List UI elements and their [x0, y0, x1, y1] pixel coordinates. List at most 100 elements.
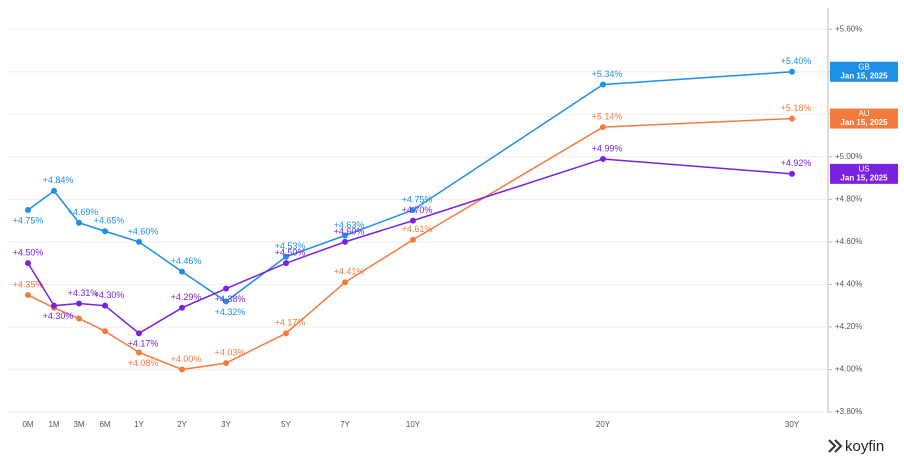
point	[789, 115, 795, 122]
end-tag-name: US	[858, 164, 869, 173]
point	[223, 360, 229, 367]
line	[27, 158, 793, 335]
end-tag-name: AU	[858, 109, 869, 118]
line	[27, 117, 793, 371]
data-label: +4.69%	[68, 207, 99, 217]
point	[51, 302, 57, 309]
data-label: +4.17%	[128, 339, 159, 349]
end-tag-date: Jan 15, 2025	[840, 71, 888, 80]
data-label: +4.17%	[275, 318, 306, 328]
point	[600, 81, 606, 88]
y-tick-label: +5.60%	[835, 24, 862, 33]
x-tick-label: 2Y	[177, 420, 187, 429]
x-tick-label: 5Y	[281, 420, 291, 429]
data-label: +4.31%	[68, 288, 99, 298]
point	[102, 328, 108, 335]
data-label: +5.14%	[592, 111, 623, 121]
data-label: +4.35%	[13, 279, 44, 289]
x-tick-label: 30Y	[785, 420, 800, 429]
point	[789, 68, 795, 75]
point	[283, 330, 289, 337]
data-label: +4.84%	[43, 175, 74, 185]
data-label: +4.70%	[402, 205, 433, 215]
data-label: +4.61%	[402, 224, 433, 234]
x-tick-label: 3Y	[221, 420, 231, 429]
data-label: +4.29%	[171, 292, 202, 302]
data-label: +4.03%	[215, 347, 246, 357]
point	[136, 330, 142, 337]
data-label: +5.34%	[592, 69, 623, 79]
x-tick-label: 3M	[73, 420, 84, 429]
point	[25, 207, 31, 213]
data-label: +4.08%	[128, 358, 159, 368]
logo-icon	[828, 439, 843, 453]
y-tick-label: +3.80%	[835, 407, 862, 416]
data-label: +5.18%	[781, 103, 812, 113]
logo-text: koyfin	[845, 438, 884, 455]
point	[179, 268, 185, 275]
point	[410, 217, 416, 224]
point	[342, 232, 348, 239]
point	[25, 260, 31, 267]
y-tick-label: +4.60%	[835, 237, 862, 246]
point	[51, 187, 57, 194]
point	[136, 349, 142, 356]
point	[342, 238, 348, 245]
point	[410, 207, 416, 213]
data-label: +4.92%	[781, 158, 812, 168]
series: +4.50%+4.30%+4.31%+4.30%+4.17%+4.29% +4.3…	[13, 143, 898, 349]
data-label: +4.65%	[94, 216, 125, 226]
point	[410, 236, 416, 243]
data-label: +4.32%	[215, 307, 246, 317]
data-label: +4.38%	[215, 294, 246, 304]
point	[76, 219, 82, 226]
data-label: +4.60%	[128, 226, 159, 236]
point	[179, 366, 185, 373]
x-tick-label: 7Y	[340, 420, 350, 429]
data-label: +4.60%	[334, 226, 365, 236]
data-label: +4.00%	[171, 354, 202, 364]
x-tick-label: 6M	[99, 420, 110, 429]
data-label: +4.99%	[592, 143, 623, 153]
data-label: +4.30%	[94, 290, 125, 300]
x-tick-label: 1M	[48, 420, 59, 429]
x-tick-label: 10Y	[406, 420, 421, 429]
point	[102, 228, 108, 235]
y-tick-label: +4.00%	[835, 365, 862, 374]
end-tag-date: Jan 15, 2025	[840, 173, 888, 182]
point	[223, 298, 229, 305]
y-tick-label: +4.20%	[835, 322, 862, 331]
end-tag	[830, 163, 898, 184]
data-label: +4.30%	[43, 311, 74, 321]
data-label: +4.46%	[171, 256, 202, 266]
series: +4.75%+4.84%+4.69%+4.65%+4.60%+4.46%+4.3…	[13, 56, 898, 317]
x-tick-label: 20Y	[596, 420, 611, 429]
point	[600, 124, 606, 131]
y-tick-label: +5.00%	[835, 152, 862, 161]
x-tick-label: 0M	[22, 420, 33, 429]
x-tick-label: 1Y	[134, 420, 144, 429]
point	[102, 302, 108, 309]
point	[179, 304, 185, 311]
logo: koyfin	[828, 438, 884, 455]
data-label: +4.63%	[334, 220, 365, 230]
y-tick-label: +4.80%	[835, 194, 862, 203]
series: +4.35% +4.08% +4.00% +4.03% +4.17% +4.41% +4.6…	[13, 103, 898, 373]
data-label: +4.53%	[275, 241, 306, 251]
data-label: +4.75%	[13, 215, 44, 225]
point	[76, 300, 82, 307]
end-tag	[830, 108, 898, 129]
point	[136, 238, 142, 245]
data-label: +4.50%	[13, 248, 44, 258]
end-tag-date: Jan 15, 2025	[840, 118, 888, 127]
data-label: +4.50%	[275, 248, 306, 258]
point	[76, 315, 82, 322]
point	[342, 279, 348, 286]
data-label: +4.41%	[334, 267, 365, 277]
end-tag	[830, 61, 898, 82]
point	[600, 155, 606, 162]
point	[283, 253, 289, 260]
line	[27, 71, 793, 303]
end-tag-name: GB	[858, 62, 870, 71]
